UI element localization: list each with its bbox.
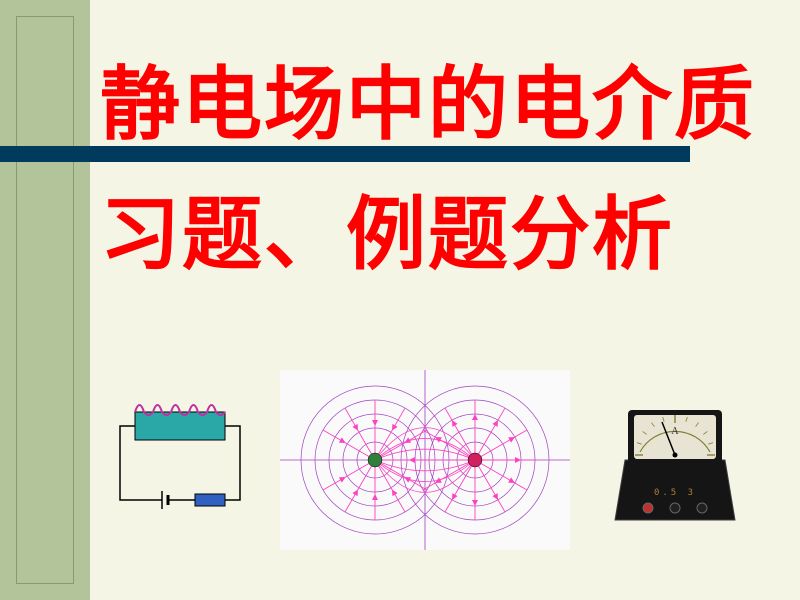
title-line-2: 习题、例题分析 bbox=[100, 170, 674, 286]
figures-row: A 0.5 3 bbox=[0, 370, 800, 570]
title-underline bbox=[0, 146, 690, 162]
circuit-diagram bbox=[100, 400, 250, 520]
title-line-1: 静电场中的电介质 bbox=[100, 40, 756, 156]
ammeter-diagram: A 0.5 3 bbox=[610, 400, 740, 530]
electric-field-diagram bbox=[280, 370, 570, 550]
svg-text:0.5 3: 0.5 3 bbox=[654, 488, 696, 498]
svg-text:A: A bbox=[671, 426, 679, 437]
